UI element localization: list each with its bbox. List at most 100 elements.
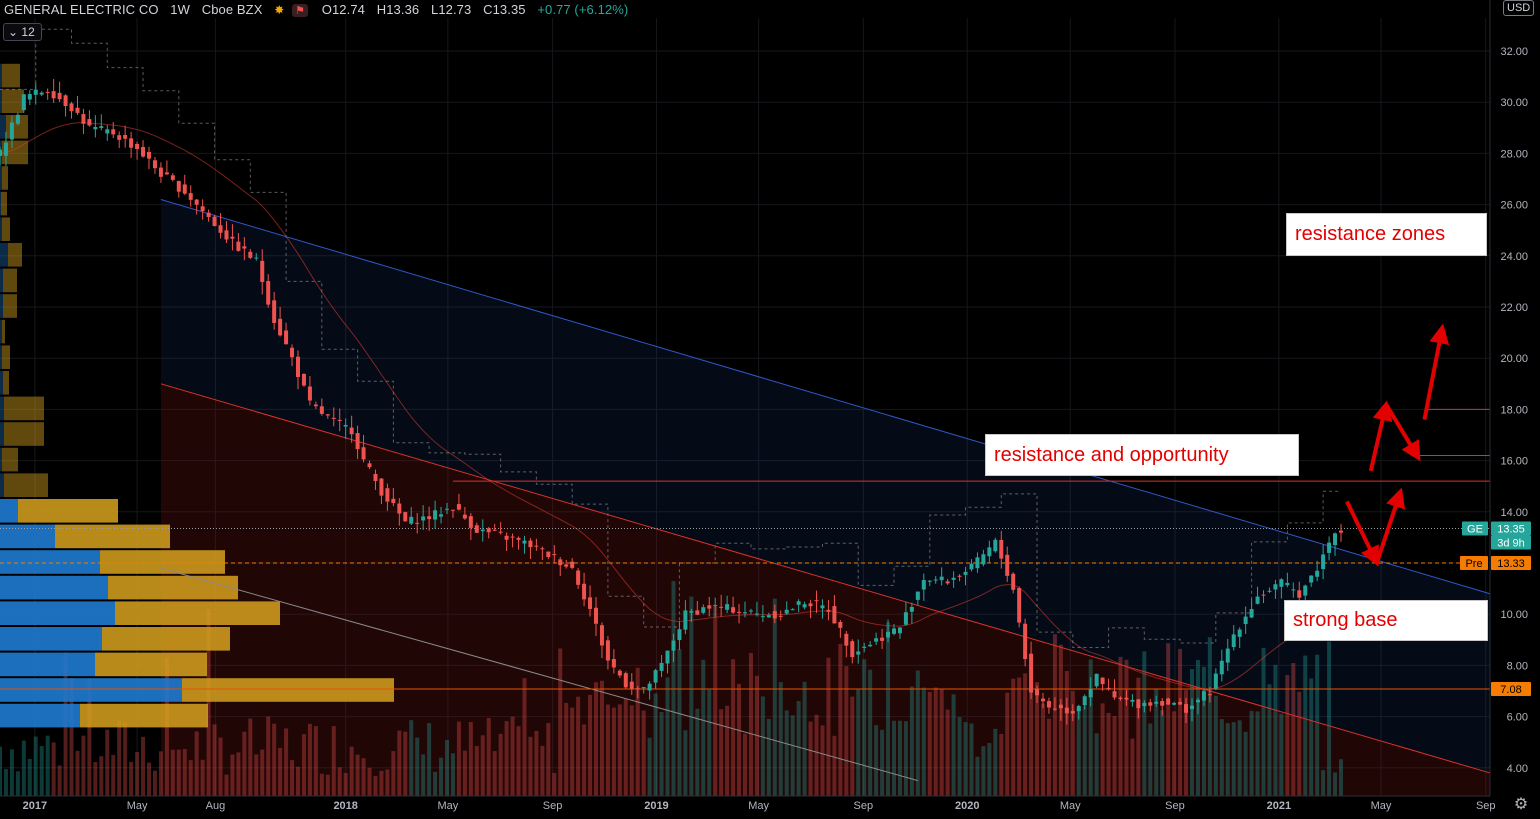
pre-label-tag: Pre [1465, 558, 1482, 570]
candle-body [653, 670, 658, 683]
volume-bar [81, 735, 86, 796]
volume-bar [641, 710, 646, 796]
volume-bar [695, 708, 700, 796]
currency-badge[interactable]: USD [1503, 0, 1535, 16]
candle-body [57, 92, 62, 100]
volume-bar [975, 756, 980, 796]
volume-bar [719, 709, 724, 796]
volume-bar [415, 737, 420, 796]
volume-bar [0, 746, 2, 796]
dividends-icon[interactable]: ✸ [274, 3, 285, 17]
volume-bar [9, 749, 14, 796]
annotation-resistance-zones[interactable]: resistance zones [1286, 213, 1487, 256]
candle-body [45, 91, 50, 93]
volume-bar [421, 754, 426, 796]
volume-bar [1023, 673, 1028, 796]
volume-indicator-toggle[interactable]: ⌄ 12 [3, 23, 42, 41]
candle-body [1124, 697, 1129, 700]
candle-body [99, 126, 104, 128]
volume-bar [1070, 690, 1075, 796]
candle-body [1088, 688, 1093, 698]
candle-body [701, 607, 706, 613]
volume-bar [433, 771, 438, 796]
candle-body [278, 318, 283, 336]
gear-icon[interactable]: ⚙ [1513, 796, 1529, 813]
volume-bar [224, 774, 229, 796]
volume-bar [880, 729, 885, 796]
volume-profile-up [0, 575, 108, 600]
candle-body [200, 206, 205, 212]
earnings-icon[interactable]: ⚑ [292, 4, 309, 17]
candle-body [1321, 554, 1326, 570]
volume-profile-up [0, 115, 6, 139]
volume-bar [570, 707, 575, 796]
candle-body [1195, 699, 1200, 703]
volume-bar [653, 693, 658, 796]
volume-profile-up [0, 703, 80, 728]
candle-body [546, 551, 551, 558]
volume-bar [617, 704, 622, 796]
candle-body [868, 644, 873, 647]
volume-profile-down [102, 627, 230, 651]
candle-body [63, 95, 68, 107]
volume-profile-up [0, 217, 2, 241]
channel-fill-blue [160, 199, 1490, 773]
candle-body [915, 591, 920, 600]
y-tick-label: 32.00 [1500, 46, 1528, 58]
candle-body [683, 610, 688, 630]
candle-body [796, 601, 801, 605]
volume-bar [1231, 722, 1236, 796]
volume-profile-down [3, 371, 9, 395]
volume-bar [886, 622, 891, 796]
candle-body [647, 683, 652, 691]
volume-bar [361, 758, 366, 796]
candle-body [695, 610, 700, 615]
volume-bar [391, 751, 396, 796]
volume-bar [516, 726, 521, 796]
candle-body [117, 135, 122, 140]
candle-body [1303, 585, 1308, 596]
volume-bar [1279, 713, 1284, 796]
volume-bar [605, 704, 610, 796]
candle-body [605, 640, 610, 661]
candle-body [1201, 691, 1206, 701]
volume-bar [355, 754, 360, 796]
candle-body [760, 616, 765, 618]
volume-bar [844, 666, 849, 796]
volume-bar [1184, 690, 1189, 796]
volume-bar [689, 596, 694, 796]
volume-bar [117, 720, 122, 796]
annotation-resistance-opportunity[interactable]: resistance and opportunity [985, 434, 1299, 476]
candle-body [725, 604, 730, 610]
volume-bar [1321, 770, 1326, 796]
volume-bar [540, 745, 545, 796]
volume-bar [1052, 634, 1057, 796]
x-tick-label: May [1371, 800, 1392, 812]
candle-body [921, 580, 926, 590]
candle-body [1112, 691, 1117, 698]
annotation-strong-base[interactable]: strong base [1284, 600, 1488, 641]
candle-body [123, 135, 128, 139]
candle-body [558, 559, 563, 566]
volume-bar [296, 766, 300, 796]
candle-body [999, 539, 1004, 559]
candle-body [343, 424, 348, 427]
exchange-label: Cboe BZX [201, 2, 263, 17]
volume-bar [373, 775, 378, 796]
volume-profile-up [0, 422, 4, 446]
symbol-name[interactable]: GENERAL ELECTRIC CO [4, 2, 159, 17]
volume-bar [1041, 703, 1045, 796]
volume-bar [1225, 723, 1230, 796]
volume-profile-down [115, 601, 280, 625]
candle-body [498, 531, 503, 533]
x-tick-label: Aug [206, 800, 226, 812]
interval-label[interactable]: 1W [170, 2, 190, 17]
volume-bar [93, 762, 98, 796]
chevron-down-icon[interactable]: ⌄ [8, 25, 19, 39]
candle-body [21, 94, 26, 111]
candle-body [105, 129, 110, 134]
candle-body [570, 561, 575, 568]
volume-bar [1136, 677, 1141, 796]
volume-profile-up [0, 63, 2, 88]
